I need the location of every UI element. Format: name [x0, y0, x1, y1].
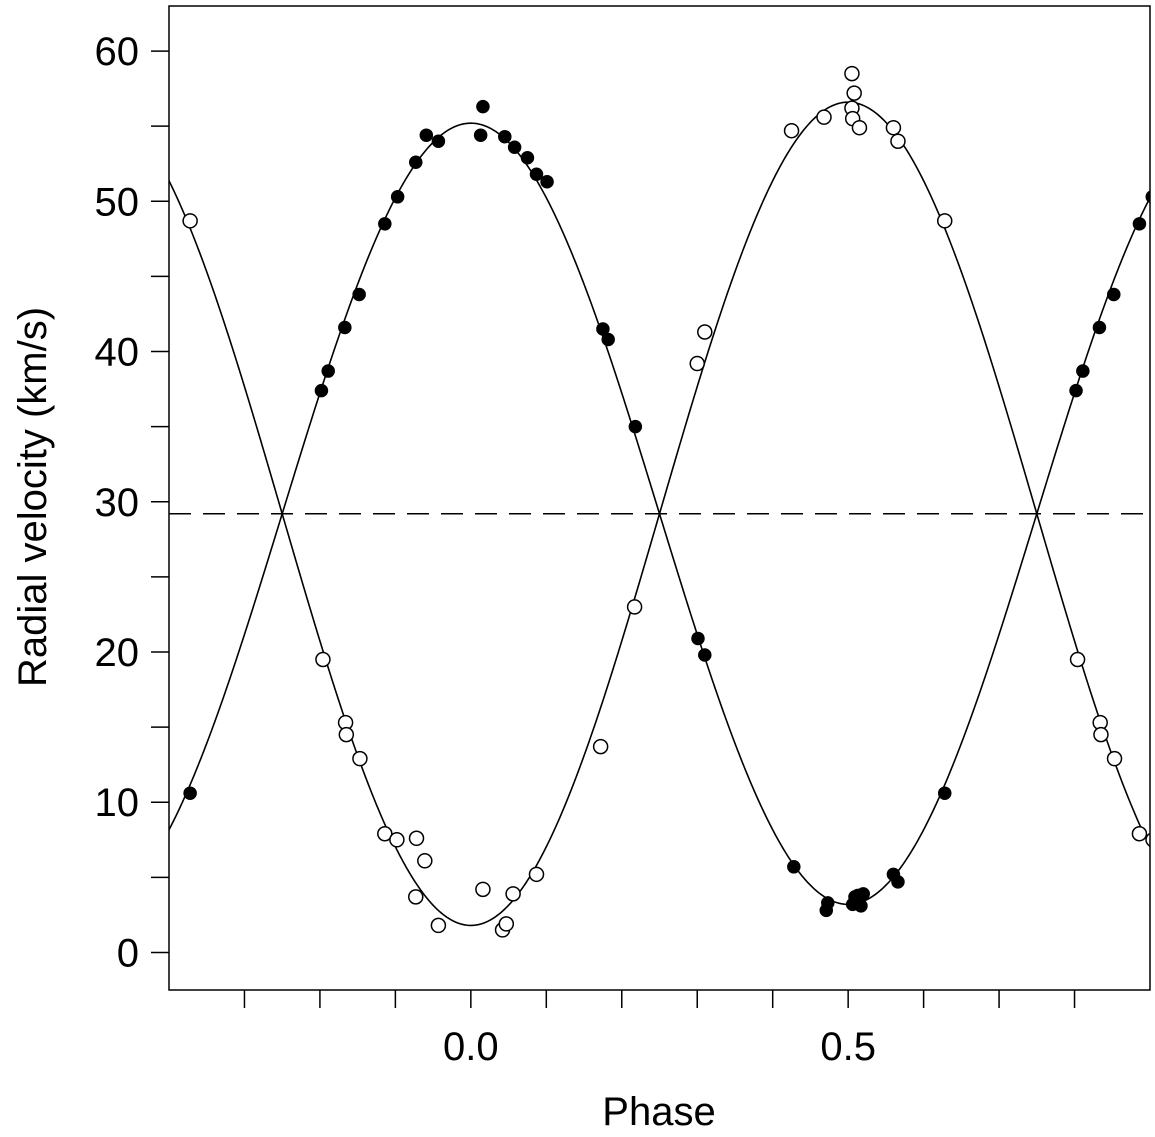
filled-data-point — [691, 631, 705, 646]
y-tick-label: 40 — [95, 331, 140, 375]
filled-data-point — [529, 167, 544, 182]
filled-data-point — [891, 875, 905, 889]
y-tick-label: 10 — [95, 781, 140, 825]
open-data-point — [1069, 651, 1086, 668]
open-data-point — [430, 917, 447, 934]
y-tick-label: 20 — [95, 631, 140, 675]
filled-data-point — [473, 128, 488, 142]
filled-data-point — [183, 786, 197, 800]
filled-data-point — [821, 896, 835, 910]
filled-data-point — [1132, 217, 1147, 231]
filled-data-point — [1069, 383, 1083, 398]
y-tick-label: 30 — [95, 481, 140, 525]
open-data-point — [408, 889, 424, 905]
open-data-point — [851, 119, 868, 136]
open-data-point — [338, 726, 355, 743]
open-data-point — [417, 853, 433, 869]
filled-data-point — [352, 287, 366, 302]
x-tick-label: 0.0 — [443, 1025, 499, 1069]
filled-data-point — [520, 150, 535, 165]
open-data-point — [844, 65, 860, 82]
open-data-point — [182, 213, 198, 229]
y-axis-title: Radial velocity (km/s) — [11, 307, 55, 687]
filled-data-point — [698, 648, 712, 662]
filled-data-point — [596, 322, 610, 336]
open-data-point — [498, 916, 515, 932]
data-points — [182, 65, 1150, 938]
filled-data-point — [314, 383, 329, 398]
open-data-point — [528, 866, 545, 883]
open-data-point — [1131, 826, 1148, 842]
open-data-point — [1093, 726, 1109, 743]
filled-data-point — [1076, 364, 1090, 378]
filled-data-point — [409, 155, 423, 169]
filled-data-point — [431, 134, 446, 148]
filled-data-point — [856, 887, 870, 901]
open-data-point — [885, 119, 902, 136]
x-axis-title: Phase — [602, 1090, 715, 1134]
y-tick-label: 0 — [117, 931, 139, 975]
plot-frame — [168, 5, 1151, 991]
open-data-point — [352, 750, 368, 767]
y-tick-label: 60 — [95, 30, 140, 74]
x-axis: 0.0 0.5 — [243, 990, 1076, 1069]
open-data-point — [389, 832, 405, 848]
open-data-point — [592, 738, 609, 755]
filled-data-point — [1145, 190, 1150, 204]
filled-data-point — [338, 320, 352, 335]
filled-data-point — [601, 332, 615, 347]
filled-data-point — [476, 99, 490, 114]
filled-data-point — [507, 140, 522, 154]
filled-data-point — [787, 860, 801, 874]
y-tick-label: 50 — [95, 180, 140, 224]
open-data-point — [936, 213, 953, 229]
x-tick-label: 0.5 — [820, 1025, 876, 1069]
open-data-point — [816, 109, 832, 125]
filled-data-point — [854, 899, 868, 913]
filled-data-point — [498, 129, 512, 144]
filled-data-point — [1092, 320, 1107, 335]
open-data-point — [408, 830, 425, 847]
open-data-point — [783, 122, 800, 139]
open-data-point — [505, 886, 521, 902]
open-data-point — [1106, 750, 1123, 767]
open-data-point — [315, 651, 331, 668]
open-data-point — [475, 881, 491, 898]
y-axis: 0 10 20 30 40 50 60 — [95, 30, 169, 975]
filled-data-point — [321, 364, 335, 378]
open-data-point — [377, 826, 393, 842]
filled-data-point — [1107, 287, 1121, 302]
open-data-point — [890, 133, 906, 149]
open-data-point — [1145, 832, 1150, 847]
filled-data-point — [419, 128, 434, 142]
open-data-point — [689, 355, 705, 372]
open-data-point — [846, 85, 862, 101]
filled-data-point — [390, 190, 405, 204]
filled-data-point — [540, 175, 554, 189]
open-data-point — [697, 324, 713, 340]
filled-data-point — [628, 419, 643, 434]
filled-data-point — [378, 217, 392, 231]
filled-data-point — [937, 786, 952, 800]
open-data-point — [626, 599, 643, 615]
